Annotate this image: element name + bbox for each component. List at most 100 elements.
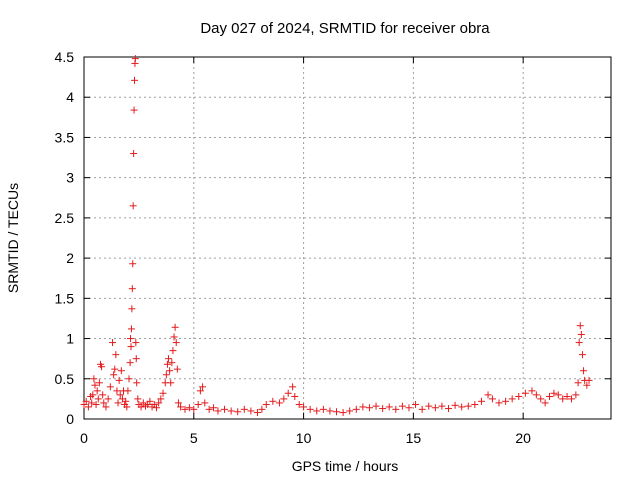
data-point <box>201 399 209 407</box>
data-point <box>117 367 125 375</box>
data-point <box>124 387 132 395</box>
data-point <box>532 391 540 399</box>
data-point <box>109 339 117 347</box>
data-point <box>253 409 261 417</box>
data-point <box>172 339 180 347</box>
data-point <box>359 403 367 411</box>
data-point <box>567 395 575 403</box>
data-point <box>300 403 308 411</box>
data-point <box>127 325 135 333</box>
data-point <box>199 383 207 391</box>
data-point <box>563 392 571 400</box>
data-point <box>275 399 283 407</box>
data-point <box>132 339 140 347</box>
data-point <box>82 397 90 405</box>
data-points <box>80 55 593 417</box>
data-point <box>379 405 387 413</box>
data-point <box>577 331 585 339</box>
y-tick-label: 0.5 <box>55 371 75 387</box>
y-tick-label: 4 <box>66 89 74 105</box>
data-point <box>431 404 439 412</box>
data-point <box>227 407 235 415</box>
data-point <box>458 403 466 411</box>
data-point <box>346 407 354 415</box>
data-point <box>398 402 406 410</box>
data-point <box>537 395 545 403</box>
data-point <box>495 399 503 407</box>
data-point <box>385 403 393 411</box>
data-point <box>159 389 167 397</box>
data-point <box>576 322 584 330</box>
y-tick-label: 1.5 <box>55 290 75 306</box>
data-point <box>104 395 112 403</box>
data-point <box>84 403 92 411</box>
data-point <box>99 391 107 399</box>
data-point <box>319 405 327 413</box>
data-point <box>115 376 123 384</box>
data-point <box>130 150 138 158</box>
data-point <box>132 355 140 363</box>
y-tick-label: 2.5 <box>55 210 75 226</box>
data-point <box>333 408 341 416</box>
data-point <box>112 351 120 359</box>
data-point <box>521 389 529 397</box>
data-point <box>93 387 101 395</box>
data-point <box>116 391 124 399</box>
y-tick-label: 3 <box>66 170 74 186</box>
data-point <box>365 404 373 412</box>
data-point <box>438 402 446 410</box>
data-point <box>546 392 554 400</box>
data-point <box>289 383 297 391</box>
data-point <box>102 403 110 411</box>
data-point <box>129 260 137 268</box>
data-point <box>173 365 181 373</box>
data-point <box>451 401 459 409</box>
x-tick-label: 10 <box>296 430 312 446</box>
data-point <box>114 399 122 407</box>
data-point <box>155 399 163 407</box>
data-point <box>515 392 523 400</box>
data-point <box>129 202 137 210</box>
data-point <box>291 392 299 400</box>
data-point <box>405 404 413 412</box>
data-point <box>210 404 218 412</box>
data-point <box>541 399 549 407</box>
data-point <box>550 389 558 397</box>
data-point <box>88 399 96 407</box>
data-point <box>580 367 588 375</box>
data-point <box>157 395 165 403</box>
data-point <box>125 375 133 383</box>
y-tick-label: 4.5 <box>55 49 75 65</box>
data-point <box>171 323 179 331</box>
data-point <box>258 405 266 413</box>
data-point <box>146 397 154 405</box>
data-point <box>127 335 135 343</box>
data-point <box>91 381 99 389</box>
data-point <box>166 367 174 375</box>
x-tick-label: 5 <box>190 430 198 446</box>
data-point <box>128 305 136 313</box>
data-point <box>181 405 189 413</box>
data-point <box>190 405 198 413</box>
data-point <box>169 347 177 355</box>
grid-lines <box>84 57 611 419</box>
data-point <box>128 285 136 293</box>
data-point <box>162 371 170 379</box>
data-point <box>98 363 106 371</box>
data-point <box>100 399 108 407</box>
data-point <box>583 381 591 389</box>
data-point <box>152 404 160 412</box>
data-point <box>127 343 135 351</box>
chart-title: Day 027 of 2024, SRMTID for receiver obr… <box>200 20 490 37</box>
data-point <box>234 408 242 416</box>
axis-ticks: 0 0.5 1 1.5 2 2.5 3 3.5 4 4.5 0 5 10 15 20 <box>55 49 611 446</box>
data-point <box>170 333 178 341</box>
data-point <box>418 405 426 413</box>
data-point <box>445 405 453 413</box>
data-point <box>269 397 277 405</box>
data-point <box>130 106 138 114</box>
data-point <box>313 407 321 415</box>
data-point <box>168 359 176 367</box>
data-point <box>477 397 485 405</box>
